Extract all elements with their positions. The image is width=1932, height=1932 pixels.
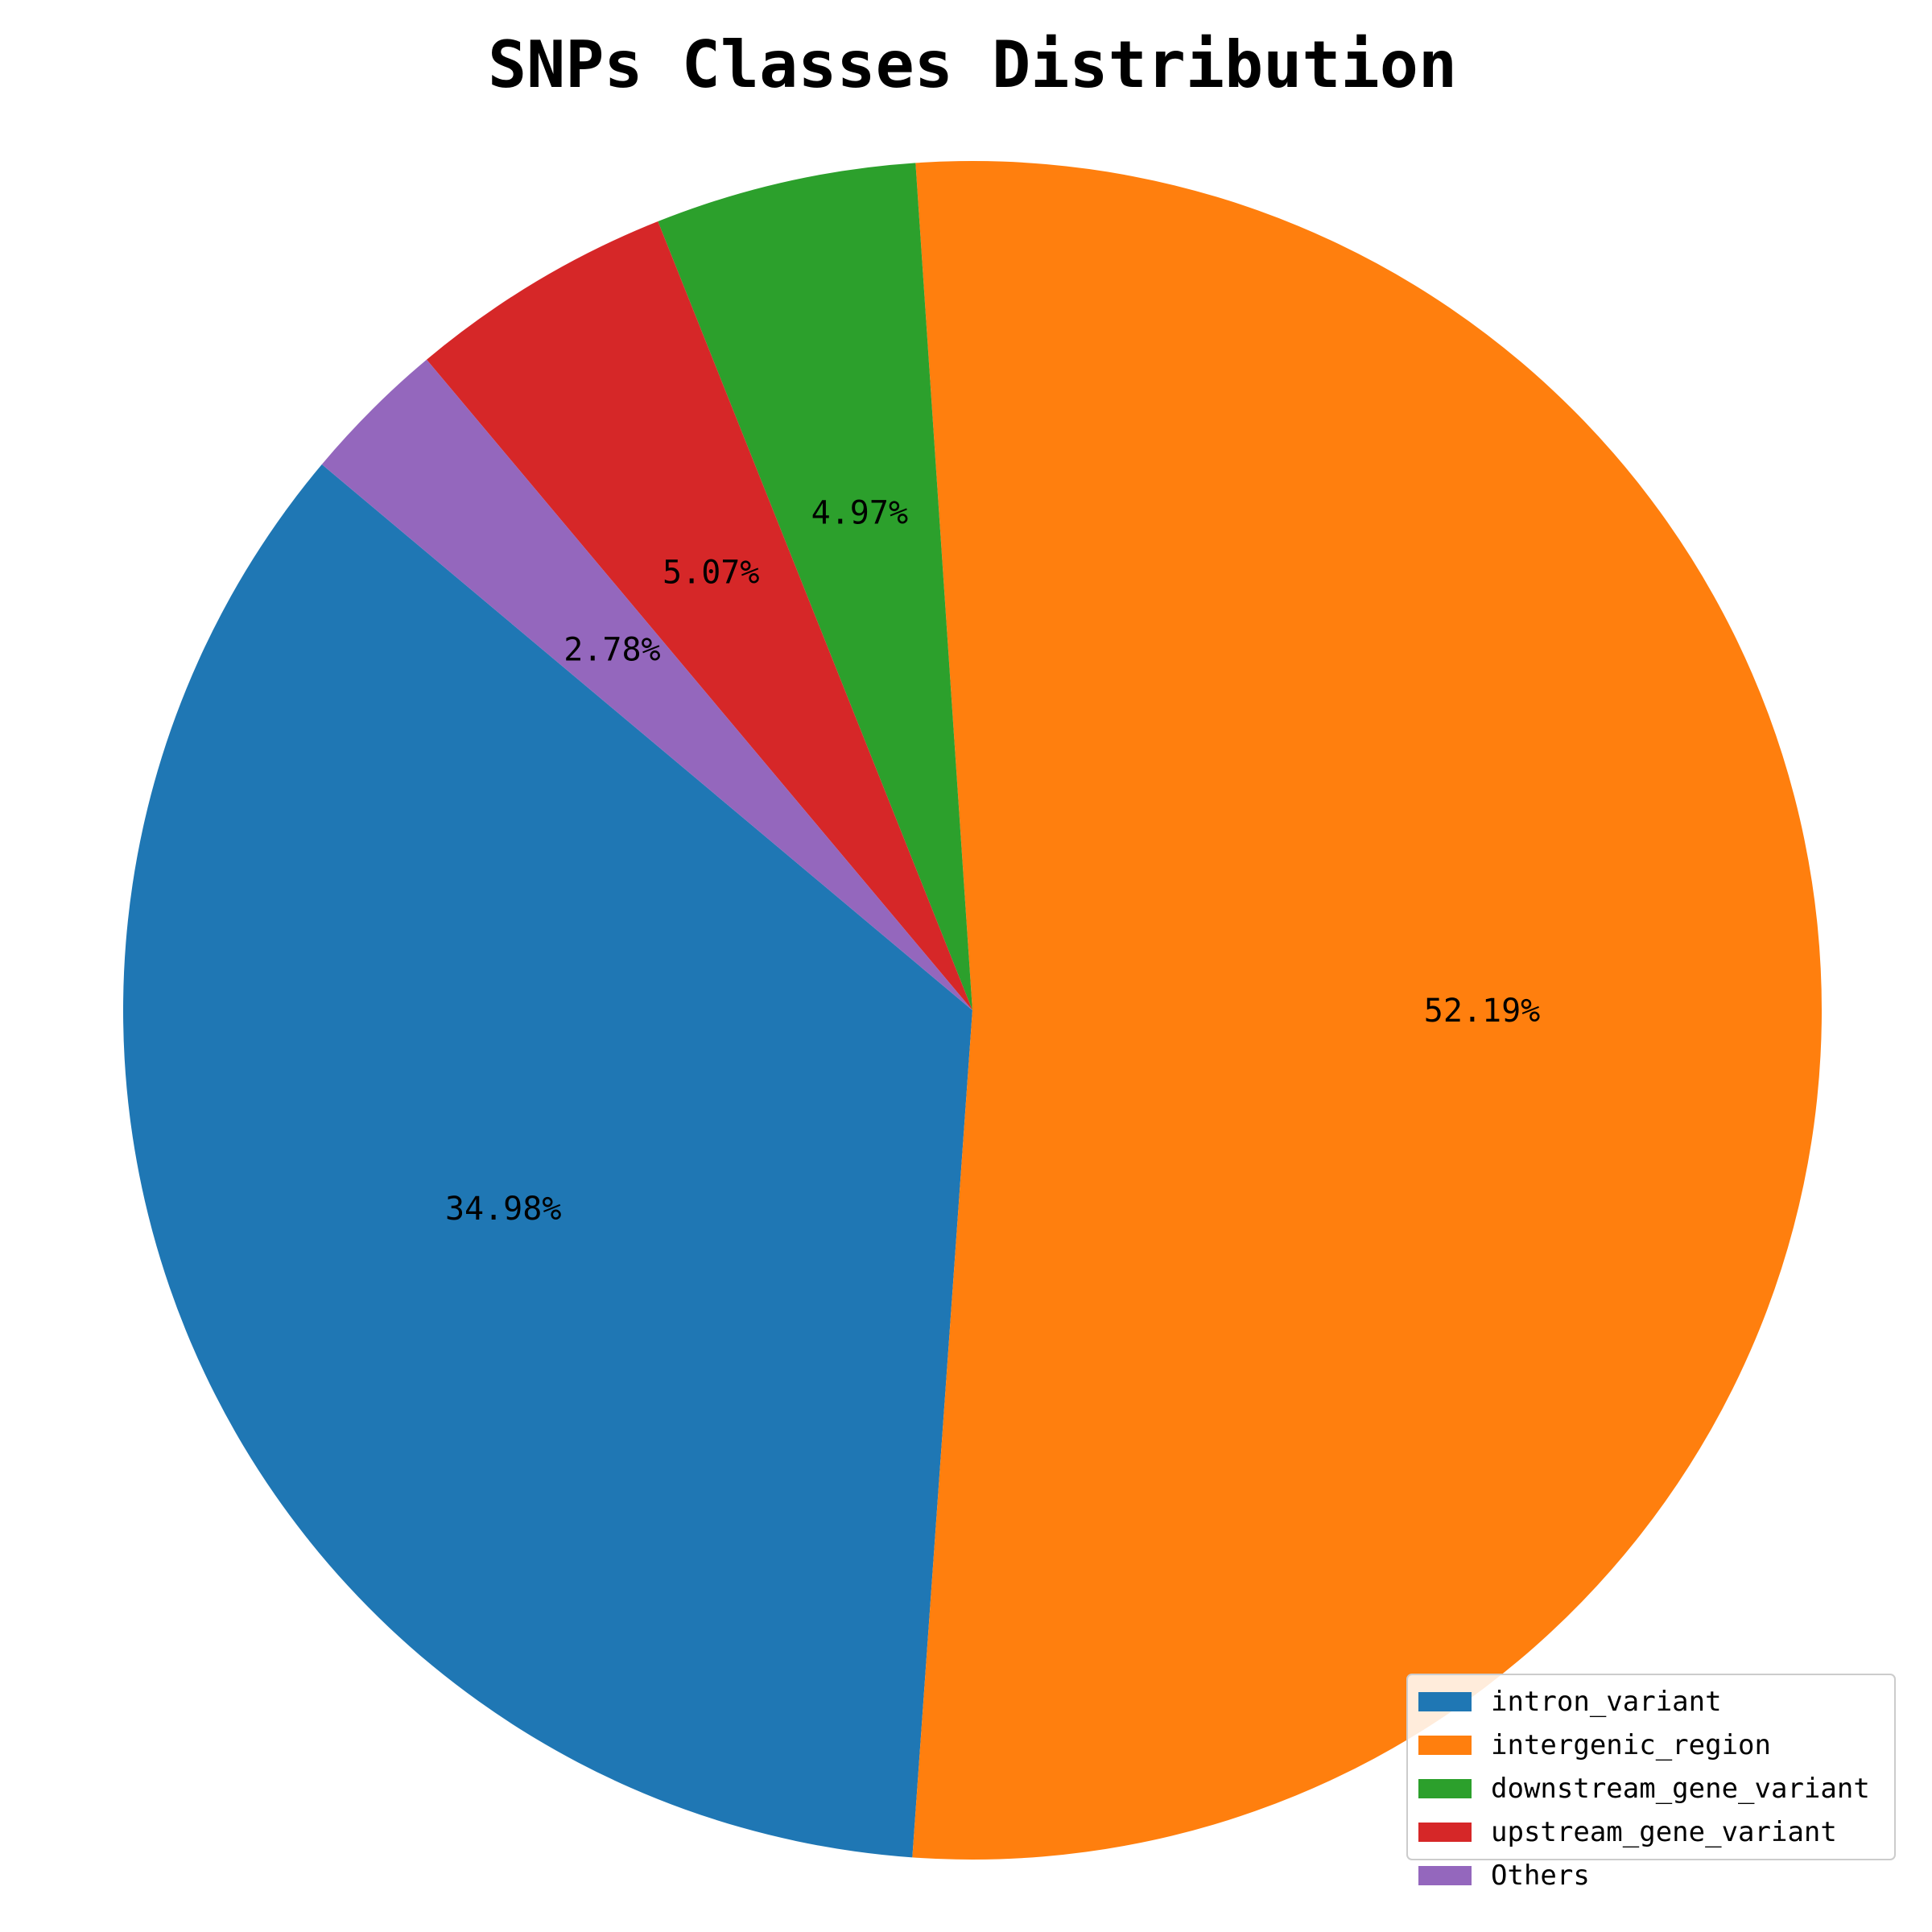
pie-slice-upstream-gene-variant bbox=[426, 221, 972, 1010]
pie-slice-others bbox=[321, 359, 972, 1011]
legend-label: intergenic_region bbox=[1491, 1729, 1771, 1761]
legend-label: intron_variant bbox=[1491, 1686, 1722, 1718]
legend-swatch bbox=[1418, 1692, 1472, 1711]
legend-swatch bbox=[1418, 1779, 1472, 1798]
legend-frame bbox=[1406, 1674, 1896, 1860]
pie-slices bbox=[123, 160, 1822, 1860]
slice-label: 4.97% bbox=[811, 495, 908, 532]
slice-label: 52.19% bbox=[1424, 993, 1541, 1030]
legend-label: Others bbox=[1491, 1860, 1590, 1892]
chart-title: SNPs Classes Distribution bbox=[488, 27, 1457, 102]
slice-label: 2.78% bbox=[564, 631, 660, 668]
pie-slice-downstream-gene-variant bbox=[658, 163, 972, 1011]
pie-slice-intron-variant bbox=[123, 464, 972, 1858]
slice-label: 5.07% bbox=[663, 555, 759, 592]
slice-labels: 34.98% 52.19% 4.97% 5.07% 2.78% bbox=[445, 495, 1540, 1228]
legend-label: upstream_gene_variant bbox=[1491, 1816, 1837, 1848]
slice-label: 34.98% bbox=[445, 1191, 562, 1228]
legend-swatch bbox=[1418, 1866, 1472, 1885]
legend-swatch bbox=[1418, 1736, 1472, 1755]
legend-label: downstream_gene_variant bbox=[1491, 1773, 1870, 1805]
legend-swatch bbox=[1418, 1823, 1472, 1842]
pie-slice-intergenic-region bbox=[912, 160, 1822, 1860]
legend: intron_variant intergenic_region downstrea… bbox=[1406, 1674, 1896, 1892]
